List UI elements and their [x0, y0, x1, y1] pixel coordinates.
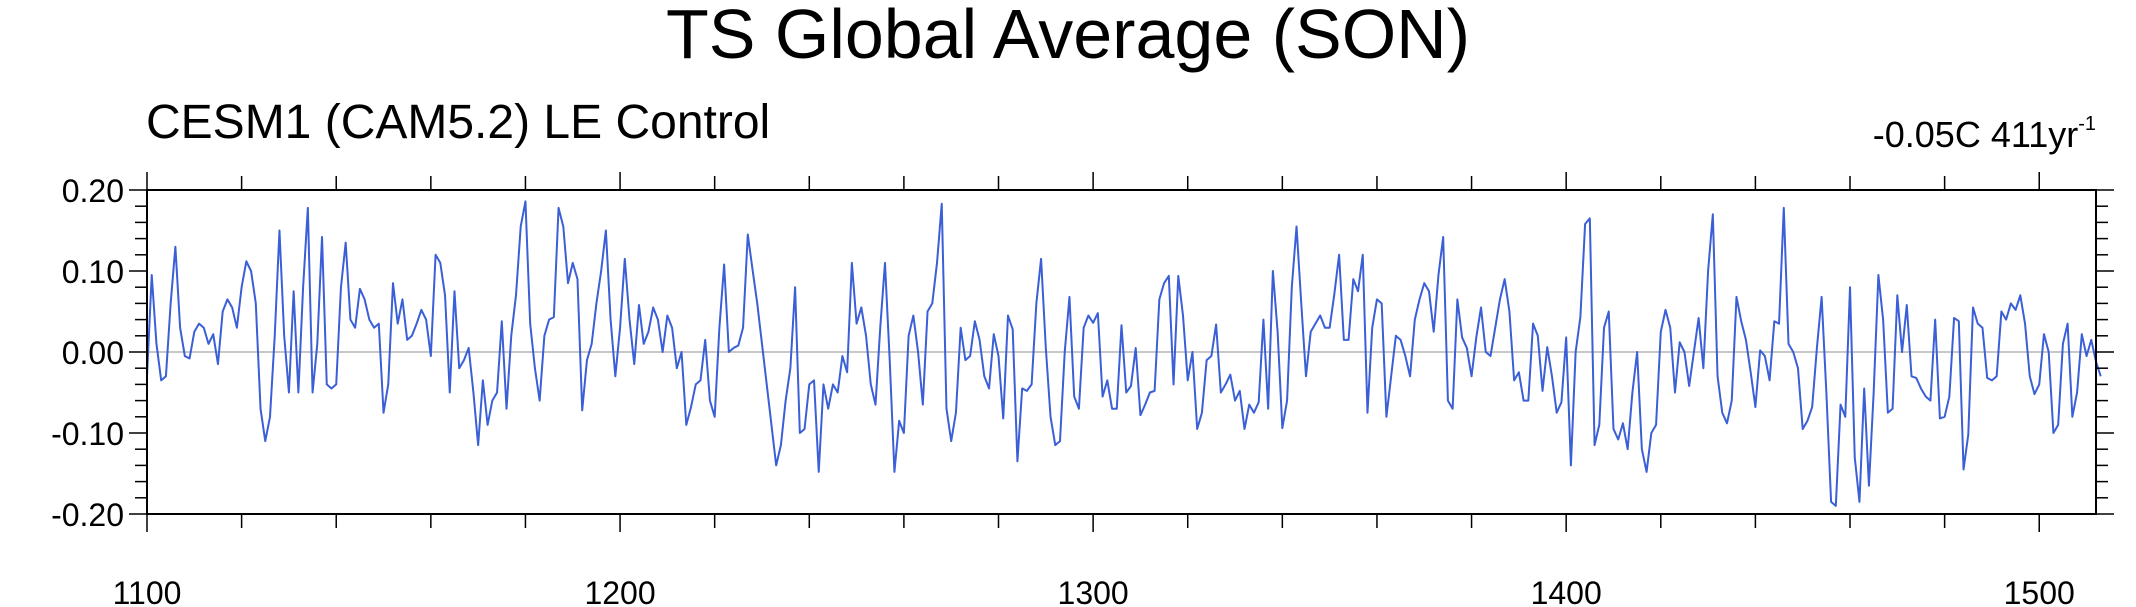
y-tick-label: -0.10 [51, 416, 124, 452]
x-tick-label: 1200 [584, 575, 655, 607]
trend-text: -0.05C 411yr [1872, 114, 2079, 155]
y-tick-label: 0.10 [62, 254, 124, 290]
y-tick-label: 0.20 [62, 173, 124, 209]
trend-exponent: -1 [2078, 113, 2096, 135]
left-subtitle: CESM1 (CAM5.2) LE Control [146, 96, 771, 149]
series-line-0 [146, 200, 2102, 507]
x-tick-label: 1100 [113, 575, 182, 607]
x-tick-label: 1400 [1531, 575, 1602, 607]
y-tick-label: 0.00 [62, 335, 124, 371]
chart-title: TS Global Average (SON) [665, 0, 1471, 73]
y-tick-label: -0.20 [51, 497, 124, 533]
right-subtitle: -0.05C 411yr-1 [1873, 107, 2096, 156]
x-tick-label: 1300 [1058, 575, 1129, 607]
x-tick-label: 1500 [2004, 575, 2075, 607]
